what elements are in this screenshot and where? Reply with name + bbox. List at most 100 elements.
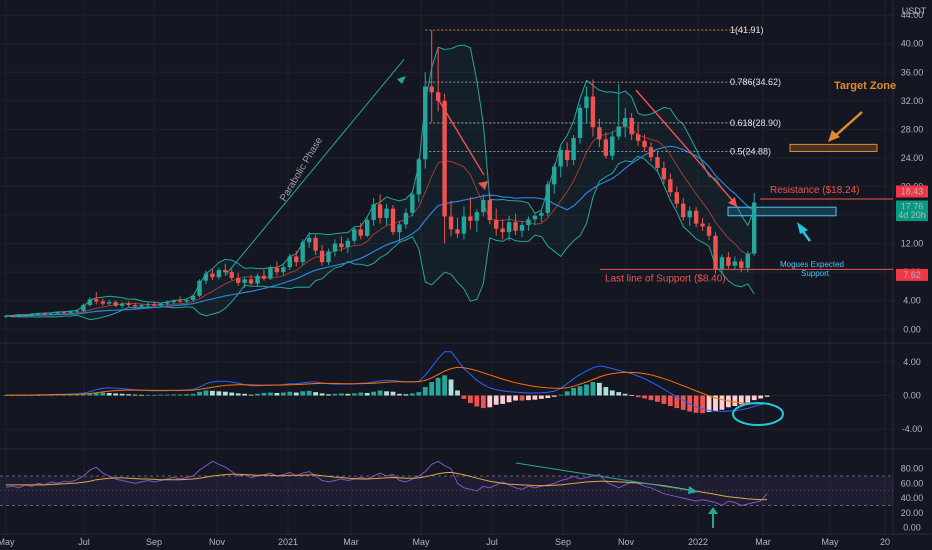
candle[interactable] <box>145 302 151 308</box>
candle[interactable] <box>319 245 325 266</box>
candle[interactable] <box>423 72 428 169</box>
candle[interactable] <box>474 209 480 233</box>
candle[interactable] <box>397 220 402 242</box>
candle[interactable] <box>623 107 628 138</box>
candle[interactable] <box>416 157 421 203</box>
candle[interactable] <box>693 207 699 228</box>
candle[interactable] <box>216 267 222 280</box>
candle[interactable] <box>442 93 447 244</box>
candle[interactable] <box>152 301 157 307</box>
candle[interactable] <box>306 232 312 248</box>
candle[interactable] <box>23 314 28 317</box>
candle[interactable] <box>429 30 434 123</box>
candle[interactable] <box>584 86 589 124</box>
candle[interactable] <box>281 265 286 276</box>
candle[interactable] <box>506 215 512 241</box>
candle[interactable] <box>552 163 557 194</box>
candle[interactable] <box>287 253 292 271</box>
candle[interactable] <box>681 197 686 221</box>
candle[interactable] <box>74 309 80 313</box>
candle[interactable] <box>603 132 609 159</box>
candle[interactable] <box>268 265 273 281</box>
candle[interactable] <box>448 200 454 237</box>
candle[interactable] <box>371 197 376 226</box>
candle[interactable] <box>655 150 660 173</box>
time-axis[interactable]: May Jul Sep Nov 2021 Mar May Jul Sep Nov 2022 Mar Ma… <box>0 537 890 547</box>
candle[interactable] <box>223 263 228 275</box>
candle[interactable] <box>300 239 305 266</box>
candle[interactable] <box>332 239 338 257</box>
candlestick-series[interactable] <box>3 30 757 318</box>
candle[interactable] <box>177 296 183 303</box>
candle[interactable] <box>197 279 202 298</box>
candle[interactable] <box>545 180 550 217</box>
candle[interactable] <box>294 250 299 267</box>
candle[interactable] <box>461 206 467 240</box>
candle[interactable] <box>571 135 576 166</box>
candle[interactable] <box>10 315 15 318</box>
candle[interactable] <box>203 270 209 285</box>
candle[interactable] <box>184 298 189 304</box>
candle[interactable] <box>687 206 692 226</box>
candle[interactable] <box>48 312 54 316</box>
candle[interactable] <box>87 297 93 307</box>
candle[interactable] <box>158 302 163 308</box>
candle[interactable] <box>616 83 621 141</box>
candle[interactable] <box>236 272 241 286</box>
candle[interactable] <box>732 256 738 271</box>
candle[interactable] <box>564 142 570 167</box>
candle[interactable] <box>100 298 105 306</box>
candle[interactable] <box>410 190 415 217</box>
candle[interactable] <box>384 203 389 226</box>
candle[interactable] <box>229 268 234 281</box>
candle[interactable] <box>539 210 544 223</box>
candle[interactable] <box>577 104 583 144</box>
candle[interactable] <box>487 193 492 225</box>
candle[interactable] <box>513 213 518 236</box>
candle[interactable] <box>713 232 718 274</box>
candle[interactable] <box>68 310 73 314</box>
candle[interactable] <box>455 217 460 238</box>
candle[interactable] <box>590 79 596 137</box>
candle[interactable] <box>700 217 705 231</box>
candle[interactable] <box>345 237 351 253</box>
candle[interactable] <box>94 292 99 305</box>
candle[interactable] <box>352 226 357 244</box>
candle[interactable] <box>745 251 750 273</box>
candle[interactable] <box>358 222 363 240</box>
candle[interactable] <box>61 310 67 314</box>
candle[interactable] <box>468 197 473 230</box>
candle[interactable] <box>113 300 118 308</box>
candle[interactable] <box>326 248 331 266</box>
candle[interactable] <box>3 315 9 318</box>
candle[interactable] <box>139 303 144 308</box>
candle[interactable] <box>190 294 196 302</box>
candle[interactable] <box>597 118 602 148</box>
candle[interactable] <box>403 208 409 229</box>
candle[interactable] <box>81 303 86 312</box>
candle[interactable] <box>210 269 215 281</box>
candle[interactable] <box>648 142 654 162</box>
price-axis[interactable]: 44.0040.0036.0032.0028.0024.0020.0016.00… <box>896 10 928 533</box>
candle[interactable] <box>668 173 673 197</box>
candle[interactable] <box>435 47 441 112</box>
candle[interactable] <box>610 130 615 161</box>
candle[interactable] <box>481 194 486 217</box>
candle[interactable] <box>339 236 344 252</box>
candle[interactable] <box>719 254 725 275</box>
candle[interactable] <box>526 216 531 231</box>
candle[interactable] <box>36 312 41 316</box>
candle[interactable] <box>248 275 254 286</box>
candle[interactable] <box>242 277 247 288</box>
candle[interactable] <box>519 220 525 238</box>
candle[interactable] <box>532 213 538 226</box>
candle[interactable] <box>494 208 499 236</box>
candle[interactable] <box>558 147 563 178</box>
candle[interactable] <box>261 269 267 281</box>
candle[interactable] <box>635 124 641 146</box>
candle[interactable] <box>365 217 370 238</box>
candle[interactable] <box>390 205 396 236</box>
candle[interactable] <box>752 192 757 256</box>
candle[interactable] <box>377 194 383 224</box>
candle[interactable] <box>132 302 138 308</box>
